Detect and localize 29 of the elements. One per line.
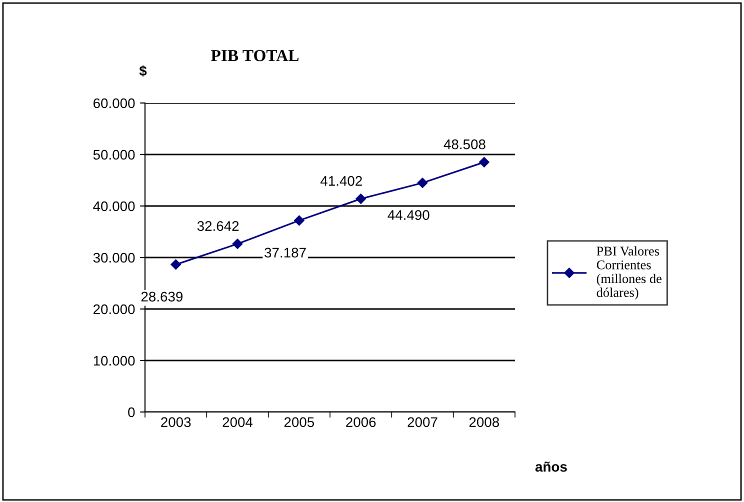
y-tick-label: 60.000 [94, 98, 135, 108]
point [479, 157, 490, 168]
data-label: 41.402 [320, 176, 362, 186]
chart-title: PIB TOTAL [211, 50, 299, 62]
y-tick-label: 30.000 [93, 252, 135, 263]
point [232, 238, 243, 250]
data-label: 32.642 [197, 221, 239, 231]
data-label: 37.187 [264, 248, 306, 258]
point [170, 259, 181, 270]
x-tick-label: 2003 [161, 417, 191, 428]
x-tick-label: 2005 [284, 417, 314, 428]
data-label: 44.490 [388, 210, 430, 220]
y-tick-label: 50.000 [93, 150, 135, 160]
y-tick-label: 0 [128, 407, 135, 418]
x-axis-title: años [535, 462, 567, 472]
data-label: 28.639 [141, 292, 183, 302]
x-tick-label: 2006 [346, 417, 376, 428]
x-tick-label: 2007 [408, 417, 438, 428]
legend-label: PBI Valores Corrientes (millones de dólares) [596, 246, 662, 300]
x-tick-label: 2004 [222, 417, 253, 428]
data-label: 48.508 [444, 139, 486, 150]
y-tick-label: 40.000 [93, 201, 135, 212]
y-tick-label: 20.000 [94, 304, 135, 314]
y-tick-label: 10.000 [94, 356, 135, 366]
point [356, 194, 366, 204]
y-axis-title: $ [139, 65, 147, 77]
point [417, 178, 428, 188]
x-tick-label: 2008 [469, 417, 500, 428]
point [294, 215, 304, 226]
